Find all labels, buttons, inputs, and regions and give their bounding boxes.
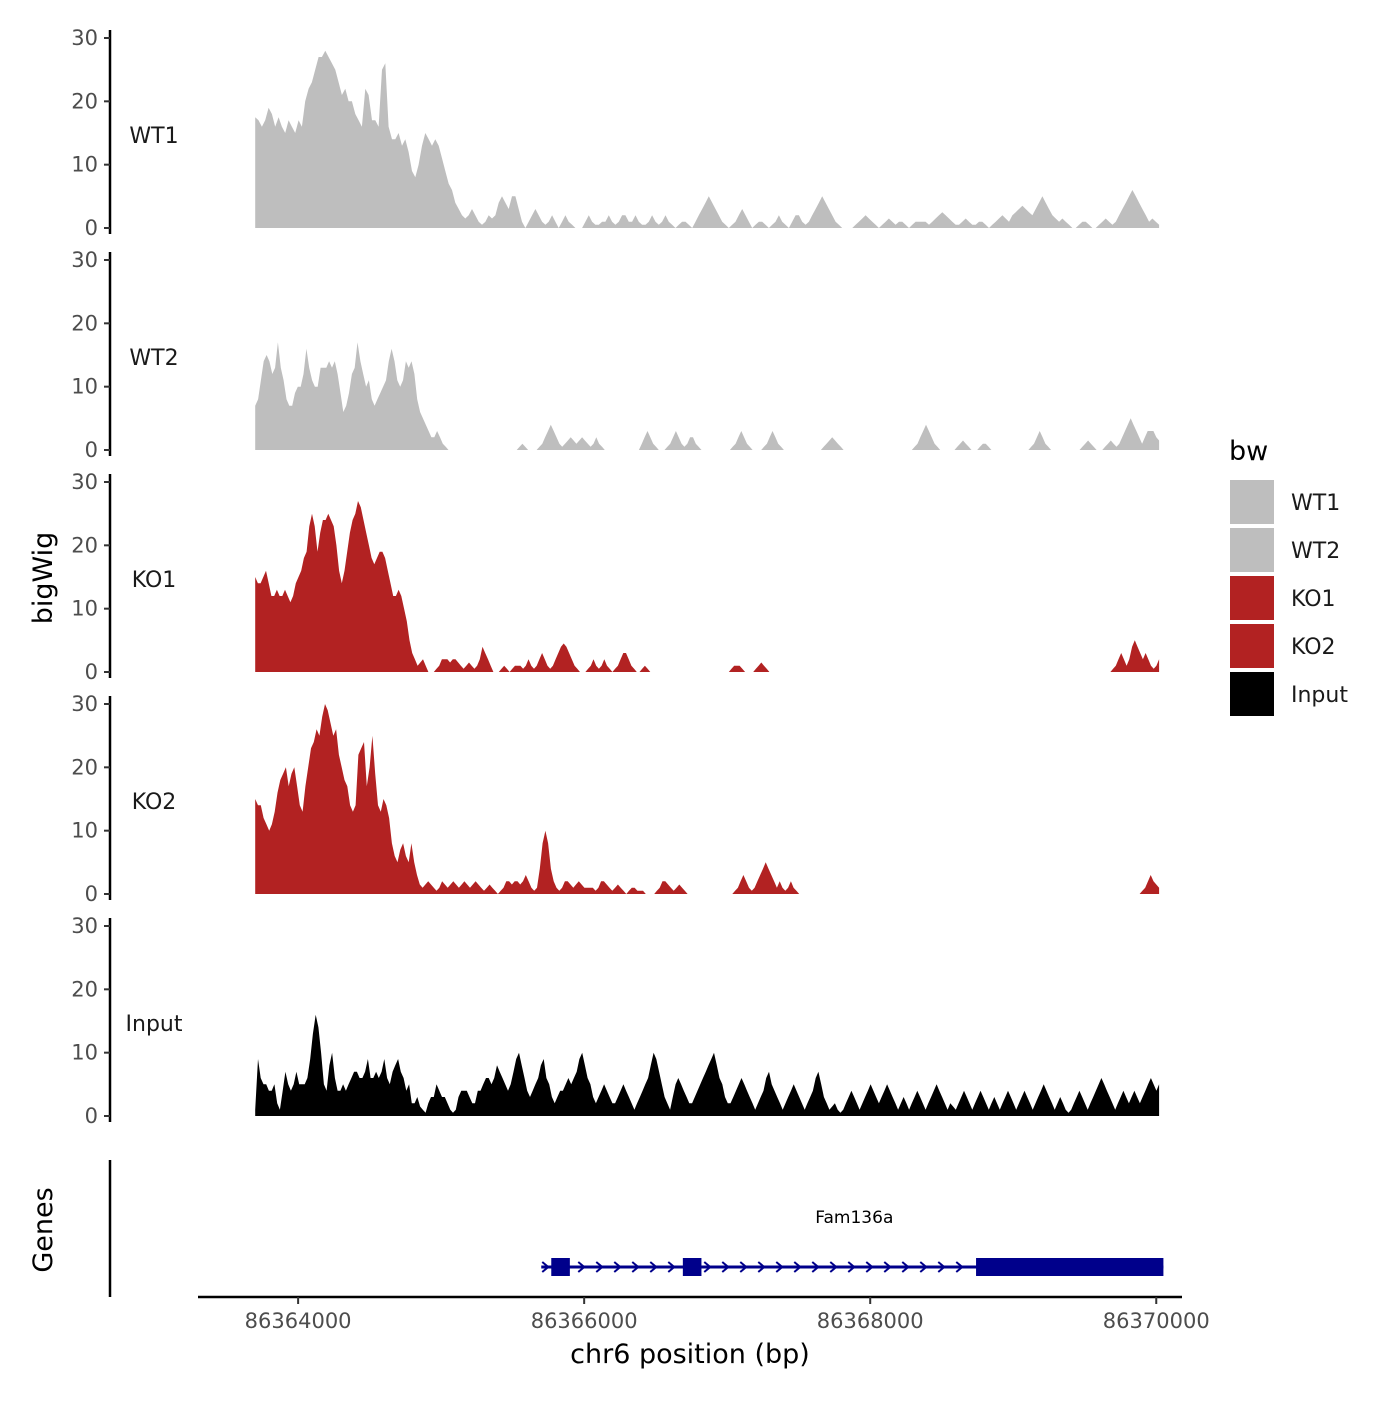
- y-tick-label: 10: [71, 819, 98, 843]
- y-tick-label: 20: [71, 533, 98, 557]
- track-area-wt1: [255, 50, 1160, 229]
- x-tick-label: 86366000: [531, 1309, 638, 1333]
- legend-label-ko2: KO2: [1291, 635, 1336, 660]
- legend-title: bw: [1229, 436, 1268, 467]
- legend-key-input: [1230, 672, 1274, 716]
- legend-key-ko1: [1230, 576, 1274, 620]
- strand-arrow-icon: [865, 1261, 874, 1273]
- y-tick-label: 10: [71, 153, 98, 177]
- strand-arrow-icon: [847, 1261, 856, 1273]
- strand-arrow-icon: [595, 1261, 604, 1273]
- strand-arrow-icon: [829, 1261, 838, 1273]
- y-tick-label: 30: [71, 26, 98, 50]
- y-axis-title: bigWig: [28, 532, 59, 625]
- legend-key-wt1: [1230, 480, 1274, 524]
- strand-arrow-icon: [757, 1261, 766, 1273]
- legend-key-wt2: [1230, 528, 1274, 572]
- strand-arrow-icon: [667, 1261, 676, 1273]
- y-tick-label: 10: [71, 597, 98, 621]
- track-area-ko1: [255, 501, 1160, 672]
- legend-label-wt2: WT2: [1291, 539, 1340, 564]
- track-area-wt2: [255, 342, 1160, 450]
- legend-label-input: Input: [1291, 683, 1348, 708]
- y-tick-label: 0: [85, 660, 98, 684]
- strand-arrow-icon: [919, 1261, 928, 1273]
- strand-arrow-icon: [811, 1261, 820, 1273]
- x-tick-label: 86364000: [245, 1309, 352, 1333]
- genes-panel-label: Genes: [28, 1187, 59, 1272]
- track-area-input: [255, 1014, 1160, 1116]
- strand-arrow-icon: [721, 1261, 730, 1273]
- y-tick-label: 20: [71, 755, 98, 779]
- strand-arrow-icon: [883, 1261, 892, 1273]
- strand-arrow-icon: [649, 1261, 658, 1273]
- strand-arrow-icon: [577, 1261, 586, 1273]
- strand-arrow-icon: [955, 1261, 964, 1273]
- x-axis-title: chr6 position (bp): [570, 1339, 810, 1370]
- strand-arrow-icon: [631, 1261, 640, 1273]
- y-tick-label: 30: [71, 248, 98, 272]
- legend-label-ko1: KO1: [1291, 587, 1336, 612]
- legend-label-wt1: WT1: [1291, 491, 1340, 516]
- track-label-wt2: WT2: [129, 346, 178, 371]
- x-tick-label: 86368000: [817, 1309, 924, 1333]
- legend-key-ko2: [1230, 624, 1274, 668]
- strand-arrow-icon: [703, 1261, 712, 1273]
- track-label-input: Input: [126, 1012, 183, 1037]
- y-tick-label: 20: [71, 311, 98, 335]
- y-tick-label: 0: [85, 1104, 98, 1128]
- track-label-ko2: KO2: [132, 790, 177, 815]
- strand-arrow-icon: [793, 1261, 802, 1273]
- strand-arrow-icon: [739, 1261, 748, 1273]
- y-tick-label: 20: [71, 89, 98, 113]
- strand-arrow-icon: [613, 1261, 622, 1273]
- x-tick-label: 86370000: [1103, 1309, 1210, 1333]
- strand-arrow-icon: [541, 1261, 550, 1273]
- track-label-ko1: KO1: [132, 568, 177, 593]
- y-tick-label: 0: [85, 216, 98, 240]
- track-area-ko2: [255, 704, 1160, 894]
- gene-exon: [551, 1258, 570, 1276]
- gene-name-label: Fam136a: [815, 1208, 893, 1228]
- track-label-wt1: WT1: [129, 124, 178, 149]
- strand-arrow-icon: [901, 1261, 910, 1273]
- gene-exon: [682, 1258, 702, 1276]
- y-tick-label: 0: [85, 882, 98, 906]
- y-tick-label: 10: [71, 375, 98, 399]
- gene-exon: [976, 1258, 1164, 1276]
- y-tick-label: 0: [85, 438, 98, 462]
- strand-arrow-icon: [775, 1261, 784, 1273]
- y-tick-label: 30: [71, 914, 98, 938]
- y-tick-label: 30: [71, 470, 98, 494]
- strand-arrow-icon: [937, 1261, 946, 1273]
- y-tick-label: 20: [71, 977, 98, 1001]
- y-tick-label: 30: [71, 692, 98, 716]
- y-tick-label: 10: [71, 1041, 98, 1065]
